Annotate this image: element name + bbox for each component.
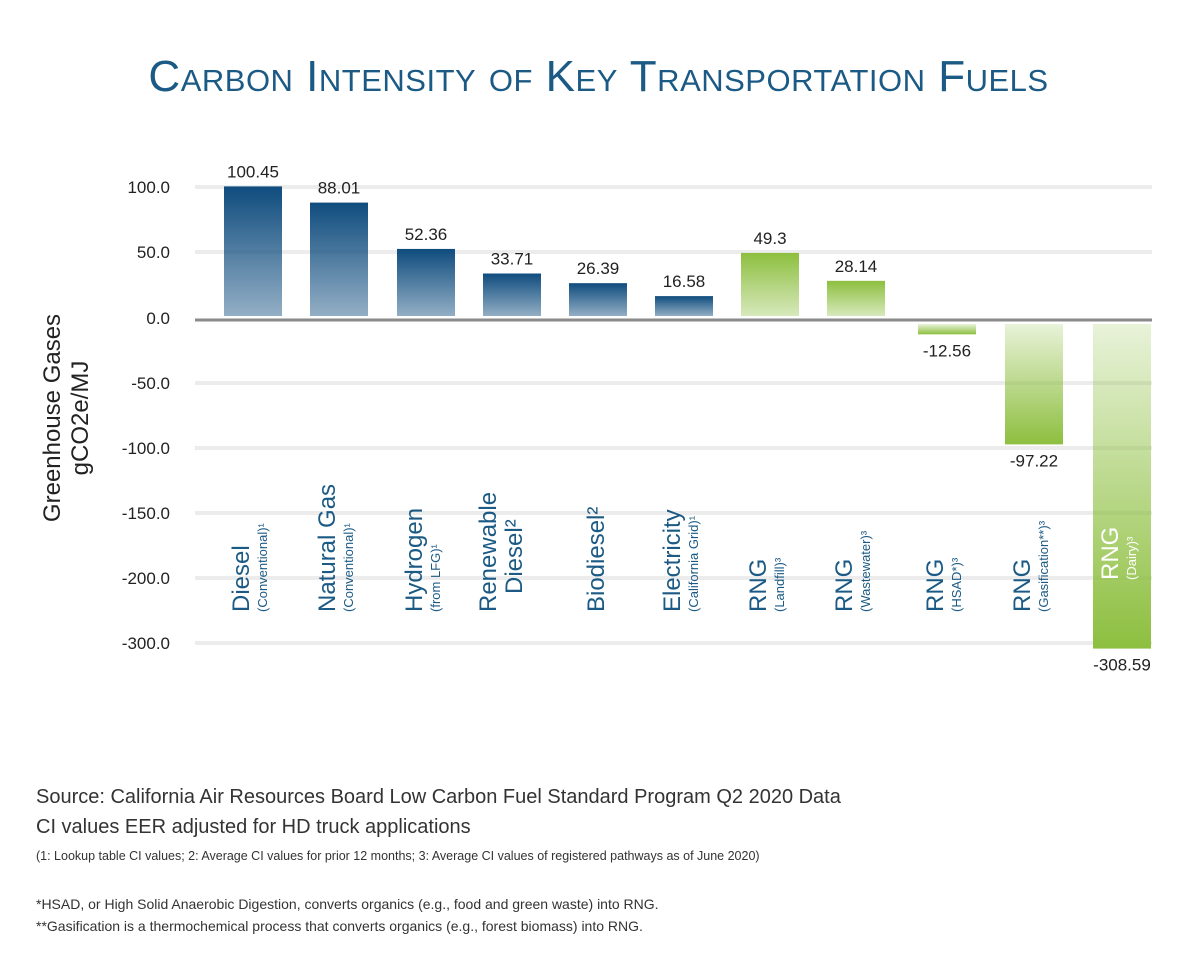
category-label: Natural Gas(Conventional)¹ [314, 484, 356, 612]
bar [1093, 324, 1151, 649]
category-label: Biodiesel² [583, 507, 610, 612]
data-label: -12.56 [923, 341, 971, 360]
category-label: RNG(Gasification**)³ [1009, 520, 1051, 612]
bar [397, 248, 455, 316]
source-note: Source: California Air Resources Board L… [36, 786, 841, 808]
data-label: 28.14 [835, 257, 878, 276]
bar [827, 280, 885, 316]
y-tick-label: -50.0 [131, 374, 170, 393]
ci-note: CI values EER adjusted for HD truck appl… [36, 816, 471, 838]
data-label: 26.39 [577, 259, 620, 278]
data-label: 88.01 [318, 179, 361, 198]
category-label: RenewableDiesel² [475, 492, 528, 612]
y-tick-label: -150.0 [122, 504, 170, 523]
bar [310, 202, 368, 316]
category-label: RNG(Landfill)³ [745, 557, 787, 612]
footnote-gasification: **Gasification is a thermochemical proce… [36, 918, 643, 934]
bar [1005, 324, 1063, 445]
category-label: Diesel(Conventional)¹ [228, 522, 270, 612]
chart-title: Carbon Intensity of Key Transportation F… [148, 52, 1049, 101]
category-label: RNG(Wastewater)³ [831, 530, 873, 612]
y-tick-label: -300.0 [122, 634, 170, 653]
footnote-hsad: *HSAD, or High Solid Anaerobic Digestion… [36, 896, 659, 912]
data-label: -308.59 [1093, 656, 1151, 675]
y-tick-label: -200.0 [122, 569, 170, 588]
category-label: RNG(Dairy)³ [1097, 527, 1139, 580]
y-tick-label: 50.0 [137, 243, 170, 262]
data-label: 100.45 [227, 162, 279, 181]
data-label: 49.3 [753, 229, 786, 248]
category-label: RNG(HSAD*)³ [922, 557, 964, 612]
data-label: -97.22 [1010, 451, 1058, 470]
y-tick-label: -100.0 [122, 439, 170, 458]
data-label: 16.58 [663, 272, 706, 291]
bar [483, 273, 541, 316]
y-tick-label: 0.0 [146, 309, 170, 328]
footnote-legend: (1: Lookup table CI values; 2: Average C… [36, 849, 760, 863]
y-axis-label: Greenhouse GasesgCO2e/MJ [39, 314, 94, 522]
bar [655, 296, 713, 316]
data-label: 33.71 [491, 250, 534, 269]
category-label: Hydrogen(from LFG)¹ [401, 508, 443, 612]
bar [741, 252, 799, 316]
bar [569, 283, 627, 316]
category-label: Electricity(California Grid)¹ [659, 509, 701, 612]
y-tick-label: 100.0 [127, 178, 170, 197]
data-label: 52.36 [405, 225, 448, 244]
bar [918, 324, 976, 335]
bar [224, 186, 282, 316]
bar-chart: 100.0 50.0 0.0 -50.0 -100.0 -150.0 -200.0 -300.… [39, 162, 1152, 675]
